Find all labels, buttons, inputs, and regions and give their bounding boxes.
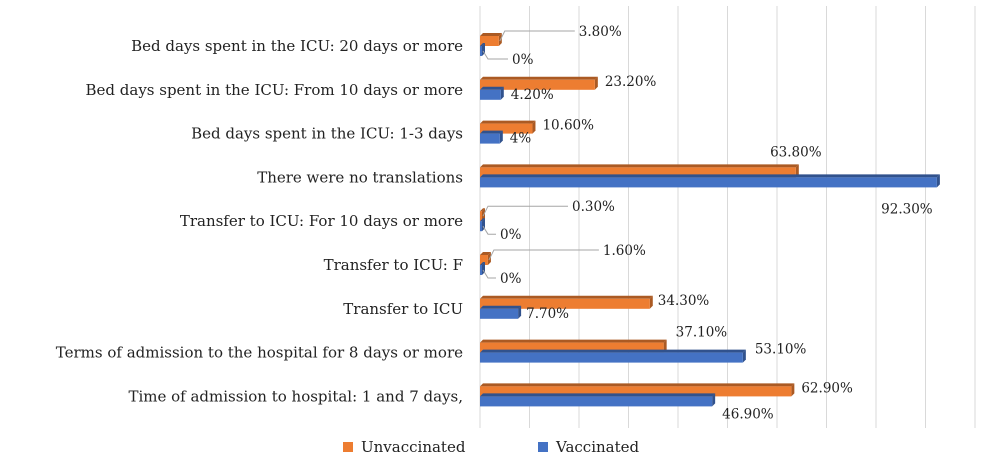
bar-side-unvaccinated	[795, 164, 799, 178]
bar-side-unvaccinated	[791, 383, 795, 397]
bar-top-vaccinated	[480, 43, 485, 46]
bar-unvaccinated	[480, 167, 796, 178]
bar-side-vaccinated	[500, 86, 504, 100]
bar-side-unvaccinated	[594, 76, 598, 90]
bar-vaccinated	[480, 396, 713, 407]
category-label: Bed days spent in the ICU: 1-3 days	[191, 125, 463, 143]
bar-side-vaccinated	[518, 305, 522, 319]
data-label-unvaccinated: 34.30%	[658, 293, 710, 309]
bar-vaccinated	[480, 89, 501, 100]
bar-unvaccinated	[480, 79, 595, 90]
data-label-vaccinated: 0%	[500, 271, 522, 287]
bar-top-unvaccinated	[480, 252, 491, 255]
category-label: Transfer to ICU	[343, 300, 463, 318]
data-label-vaccinated: 53.10%	[755, 342, 807, 358]
bar-vaccinated	[480, 46, 482, 56]
bar-top-vaccinated	[480, 349, 746, 353]
bar-unvaccinated	[480, 211, 482, 222]
bar-top-vaccinated	[480, 262, 485, 265]
bar-side-vaccinated	[936, 174, 940, 188]
bar-side-vaccinated	[742, 349, 746, 363]
bar-top-vaccinated	[480, 86, 504, 90]
data-label-vaccinated: 46.90%	[722, 406, 774, 422]
bar-unvaccinated	[480, 36, 499, 46]
bar-vaccinated	[480, 133, 500, 144]
bar-top-unvaccinated	[480, 33, 502, 36]
bar-top-vaccinated	[480, 393, 716, 397]
bar-top-vaccinated	[480, 130, 503, 134]
legend-label-vaccinated: Vaccinated	[556, 438, 640, 456]
bar-unvaccinated	[480, 386, 792, 397]
data-label-vaccinated: 0%	[500, 227, 522, 243]
leader-line	[499, 30, 575, 42]
bar-top-unvaccinated	[480, 164, 799, 168]
bar-unvaccinated	[480, 342, 664, 353]
bar-top-vaccinated	[480, 174, 940, 178]
bar-top-vaccinated	[480, 305, 522, 309]
bar-top-unvaccinated	[480, 208, 485, 212]
bar-top-vaccinated	[480, 218, 485, 222]
bar-vaccinated	[480, 352, 743, 363]
bar-top-unvaccinated	[480, 295, 653, 299]
legend-label-unvaccinated: Unvaccinated	[361, 438, 466, 456]
category-label: Transfer to ICU: For 10 days or more	[180, 212, 463, 230]
category-label: Transfer to ICU: F	[324, 256, 463, 274]
data-label-vaccinated: 4%	[510, 131, 532, 147]
bar-vaccinated	[480, 221, 482, 232]
bar-top-unvaccinated	[480, 383, 795, 387]
bar-unvaccinated	[480, 255, 488, 265]
bar-unvaccinated	[480, 298, 650, 309]
leader-line	[482, 225, 496, 235]
bar-side-unvaccinated	[532, 120, 536, 134]
bar-unvaccinated	[480, 123, 533, 134]
category-label: There were no translations	[257, 168, 463, 186]
bar-top-unvaccinated	[480, 339, 667, 343]
category-label: Terms of admission to the hospital for 8…	[56, 344, 463, 362]
leader-line	[482, 50, 508, 60]
data-label-unvaccinated: 10.60%	[542, 118, 594, 134]
category-label: Bed days spent in the ICU: From 10 days …	[86, 81, 464, 99]
legend-unvaccinated: Unvaccinated	[343, 438, 465, 456]
bar-side-vaccinated	[712, 393, 716, 407]
data-label-unvaccinated: 3.80%	[579, 24, 622, 40]
bar-vaccinated	[480, 308, 519, 319]
legend-swatch-vaccinated	[538, 442, 548, 452]
bar-vaccinated	[480, 265, 482, 275]
data-label-vaccinated: 0%	[512, 52, 534, 68]
legend-vaccinated: Vaccinated	[538, 438, 639, 456]
bar-top-unvaccinated	[480, 120, 536, 124]
data-label-vaccinated: 7.70%	[526, 306, 569, 322]
leader-line	[482, 269, 496, 279]
bar-side-vaccinated	[499, 130, 503, 144]
bar-vaccinated	[480, 177, 937, 188]
bar-side-unvaccinated	[663, 339, 667, 353]
leader-line	[488, 249, 599, 261]
leader-line	[482, 205, 568, 217]
data-label-unvaccinated: 23.20%	[605, 74, 657, 90]
data-label-unvaccinated: 0.30%	[572, 199, 615, 215]
bar-top-unvaccinated	[480, 76, 598, 80]
data-label-unvaccinated: 62.90%	[801, 380, 853, 396]
data-label-unvaccinated: 63.80%	[770, 144, 822, 160]
data-label-unvaccinated: 37.10%	[676, 325, 728, 341]
legend-swatch-unvaccinated	[343, 442, 353, 452]
bar-side-unvaccinated	[649, 295, 653, 309]
data-label-vaccinated: 92.30%	[881, 201, 933, 217]
category-label: Time of admission to hospital: 1 and 7 d…	[128, 387, 463, 405]
data-label-unvaccinated: 1.60%	[603, 243, 646, 259]
data-label-vaccinated: 4.20%	[511, 87, 554, 103]
category-label: Bed days spent in the ICU: 20 days or mo…	[131, 37, 463, 55]
